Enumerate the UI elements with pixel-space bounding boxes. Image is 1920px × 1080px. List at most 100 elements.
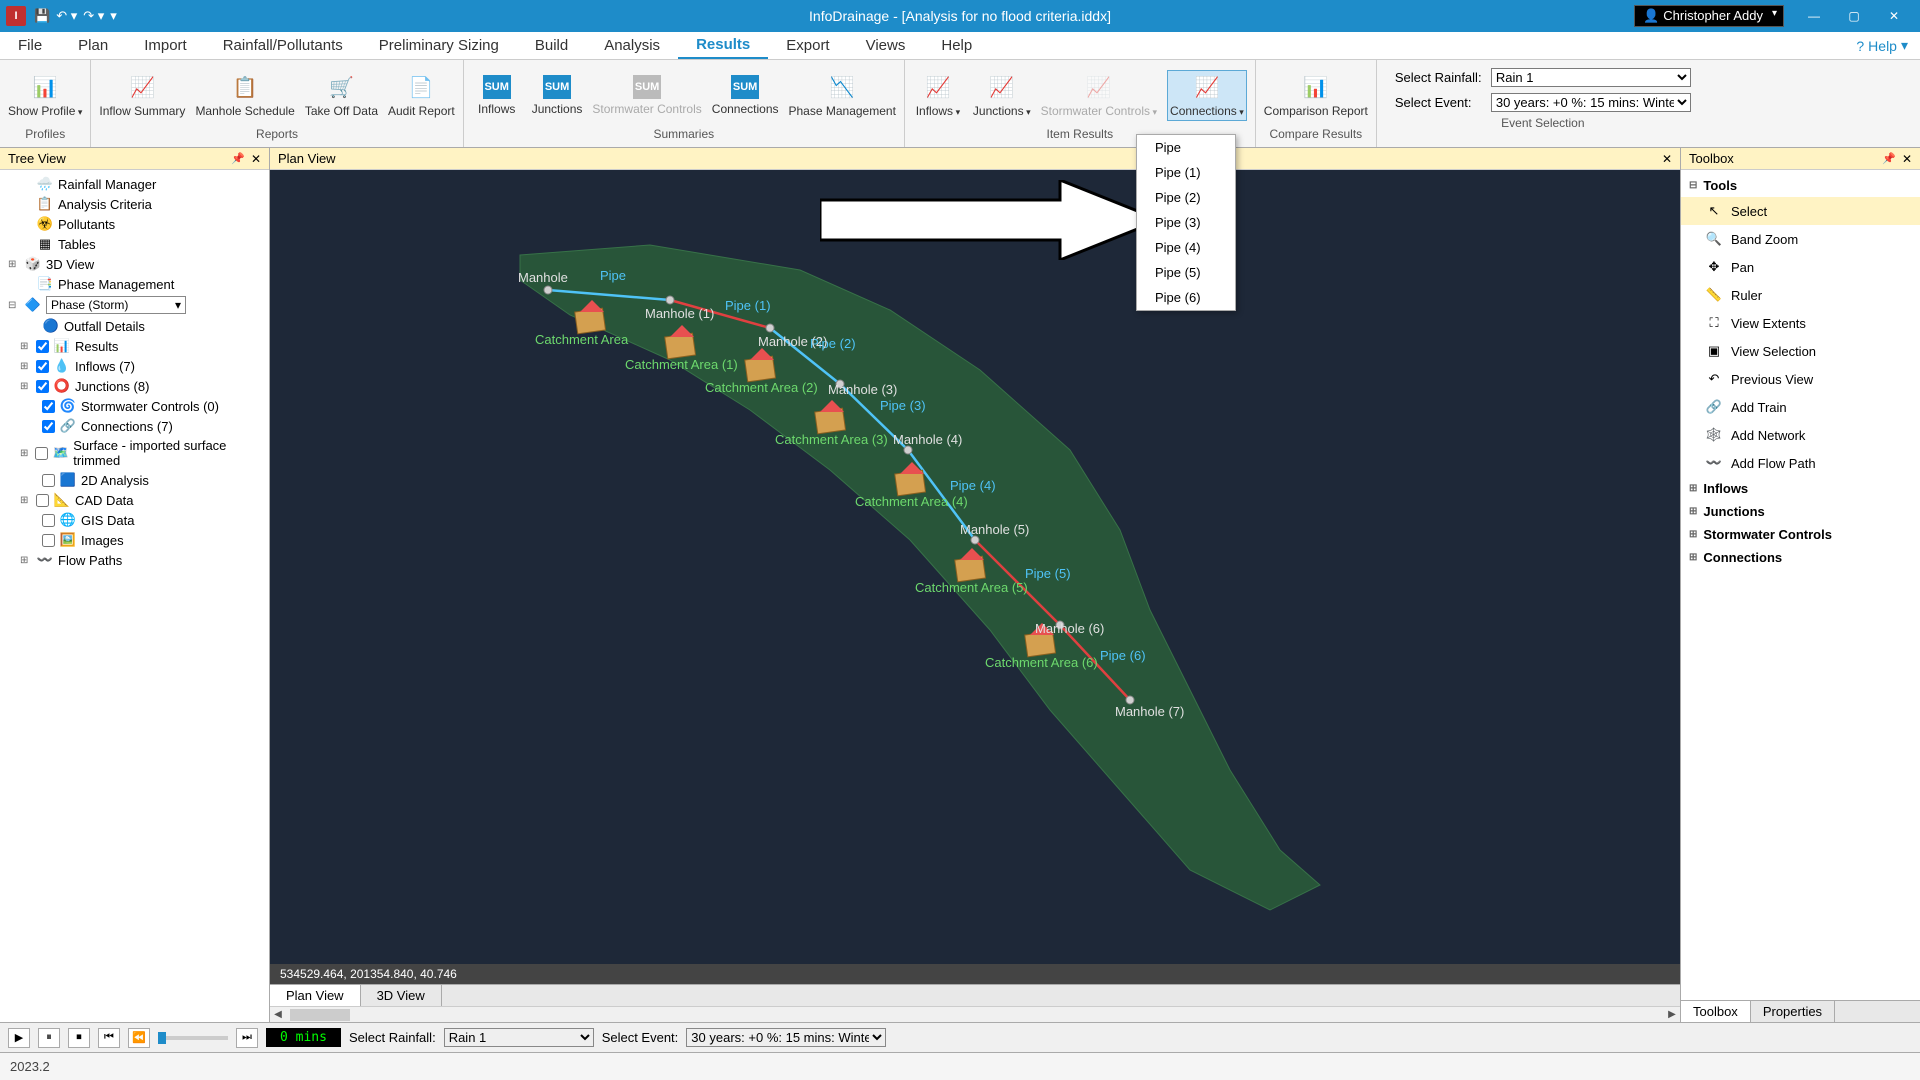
tool-add-network[interactable]: 🕸️Add Network [1681,421,1920,449]
rewind-button[interactable]: ⏪ [128,1028,150,1048]
minimize-button[interactable]: — [1794,4,1834,28]
item-junctions-button[interactable]: 📈Junctions [973,73,1031,118]
summary-junctions-button[interactable]: SUMJunctions [532,75,583,116]
tree-2d[interactable]: 🟦2D Analysis [4,470,265,490]
plan-canvas[interactable]: PipePipe (1)Pipe (2)Pipe (3)Pipe (4)Pipe… [270,170,1680,964]
event-select[interactable]: 30 years: +0 %: 15 mins: Winter [1491,93,1691,112]
tools-group[interactable]: ⊟Tools [1681,174,1920,197]
tree-connections[interactable]: 🔗Connections (7) [4,416,265,436]
tool-previous-view[interactable]: ↶Previous View [1681,365,1920,393]
item-inflows-button[interactable]: 📈Inflows [913,73,963,118]
maximize-button[interactable]: ▢ [1834,4,1874,28]
summary-stormwater-button: SUMStormwater Controls [592,75,701,116]
tree-tables[interactable]: ▦Tables [4,234,265,254]
stop-button[interactable]: ⏹ [68,1028,90,1048]
inflow-summary-button[interactable]: 📈Inflow Summary [99,73,185,118]
redo-icon[interactable]: ↷ ▾ [83,8,104,24]
menu-export[interactable]: Export [768,32,847,59]
pin-icon[interactable]: 📌 [1882,152,1896,165]
close-button[interactable]: ✕ [1874,4,1914,28]
dropdown-item[interactable]: Pipe (2) [1137,185,1235,210]
tool-view-selection[interactable]: ▣View Selection [1681,337,1920,365]
tree-images[interactable]: 🖼️Images [4,530,265,550]
show-profile-button[interactable]: 📊Show Profile [8,73,82,118]
summary-inflows-button[interactable]: SUMInflows [472,75,522,116]
menu-results[interactable]: Results [678,32,768,59]
tree-flowpaths[interactable]: ⊞〰️Flow Paths [4,550,265,570]
tree-pollutants[interactable]: ☣️Pollutants [4,214,265,234]
cat-stormwater[interactable]: ⊞Stormwater Controls [1681,523,1920,546]
close-icon[interactable]: ✕ [1662,152,1672,166]
tree-rainfall[interactable]: 🌧️Rainfall Manager [4,174,265,194]
rainfall-select[interactable]: Rain 1 [1491,68,1691,87]
dropdown-item[interactable]: Pipe (1) [1137,160,1235,185]
menu-file[interactable]: File [0,32,60,59]
pin-icon[interactable]: 📌 [231,152,245,165]
tree-view[interactable]: 🌧️Rainfall Manager 📋Analysis Criteria ☣️… [0,170,269,1022]
menu-import[interactable]: Import [126,32,205,59]
summary-phase-button[interactable]: 📉Phase Management [789,73,896,118]
cat-connections[interactable]: ⊞Connections [1681,546,1920,569]
tree-junctions[interactable]: ⊞⭕Junctions (8) [4,376,265,396]
tree-surface[interactable]: ⊞🗺️Surface - imported surface trimmed [4,436,265,470]
comparison-report-button[interactable]: 📊Comparison Report [1264,73,1368,118]
manhole-schedule-button[interactable]: 📋Manhole Schedule [195,73,294,118]
menu-rainfall[interactable]: Rainfall/Pollutants [205,32,361,59]
cat-inflows[interactable]: ⊞Inflows [1681,477,1920,500]
tree-3dview[interactable]: ⊞🎲3D View [4,254,265,274]
tool-select[interactable]: ↖Select [1681,197,1920,225]
close-icon[interactable]: ✕ [251,152,261,166]
cat-junctions[interactable]: ⊞Junctions [1681,500,1920,523]
summary-connections-button[interactable]: SUMConnections [712,75,779,116]
tab-properties[interactable]: Properties [1751,1001,1835,1022]
item-connections-button[interactable]: 📈Connections [1167,70,1247,121]
tab-plan-view[interactable]: Plan View [270,985,361,1006]
tree-stormwater[interactable]: 🌀Stormwater Controls (0) [4,396,265,416]
tool-add-flowpath[interactable]: 〰️Add Flow Path [1681,449,1920,477]
tool-pan[interactable]: ✥Pan [1681,253,1920,281]
play-button[interactable]: ▶ [8,1028,30,1048]
dropdown-item[interactable]: Pipe [1137,135,1235,160]
step-fwd-button[interactable]: ⏭ [236,1028,258,1048]
dropdown-item[interactable]: Pipe (6) [1137,285,1235,310]
help-link[interactable]: ?Help ▾ [1844,32,1920,59]
tree-outfall[interactable]: 🔵Outfall Details [4,316,265,336]
tool-view-extents[interactable]: ⛶View Extents [1681,309,1920,337]
tree-results[interactable]: ⊞📊Results [4,336,265,356]
tree-gis[interactable]: 🌐GIS Data [4,510,265,530]
menu-help[interactable]: Help [923,32,990,59]
dropdown-item[interactable]: Pipe (3) [1137,210,1235,235]
pb-event-select[interactable]: 30 years: +0 %: 15 mins: Winter [686,1028,886,1047]
menu-analysis[interactable]: Analysis [586,32,678,59]
dropdown-item[interactable]: Pipe (5) [1137,260,1235,285]
tool-band-zoom[interactable]: 🔍Band Zoom [1681,225,1920,253]
user-menu[interactable]: 👤Christopher Addy [1634,5,1784,27]
toolbox-header: Toolbox 📌 ✕ [1681,148,1920,170]
qat-customize-icon[interactable]: ▾ [110,8,117,24]
undo-icon[interactable]: ↶ ▾ [56,8,77,24]
tab-toolbox[interactable]: Toolbox [1681,1001,1751,1022]
tab-3d-view[interactable]: 3D View [361,985,442,1006]
menu-plan[interactable]: Plan [60,32,126,59]
menu-preliminary[interactable]: Preliminary Sizing [361,32,517,59]
tool-add-train[interactable]: 🔗Add Train [1681,393,1920,421]
tree-inflows[interactable]: ⊞💧Inflows (7) [4,356,265,376]
save-icon[interactable]: 💾 [34,8,50,24]
tool-ruler[interactable]: 📏Ruler [1681,281,1920,309]
tree-cad[interactable]: ⊞📐CAD Data [4,490,265,510]
pb-rainfall-select[interactable]: Rain 1 [444,1028,594,1047]
svg-text:Manhole (6): Manhole (6) [1035,621,1104,636]
tree-phase[interactable]: ⊟🔷Phase (Storm)▾ [4,294,265,316]
tree-phasemgmt[interactable]: 📑Phase Management [4,274,265,294]
audit-report-button[interactable]: 📄Audit Report [388,73,455,118]
dropdown-item[interactable]: Pipe (4) [1137,235,1235,260]
menu-views[interactable]: Views [848,32,924,59]
take-off-button[interactable]: 🛒Take Off Data [305,73,378,118]
step-back-button[interactable]: ⏮ [98,1028,120,1048]
close-icon[interactable]: ✕ [1902,152,1912,166]
menu-build[interactable]: Build [517,32,586,59]
hscrollbar[interactable]: ◀▶ [270,1006,1680,1022]
time-slider[interactable] [158,1036,228,1040]
tree-analysis[interactable]: 📋Analysis Criteria [4,194,265,214]
pause-button[interactable]: ⏸ [38,1028,60,1048]
